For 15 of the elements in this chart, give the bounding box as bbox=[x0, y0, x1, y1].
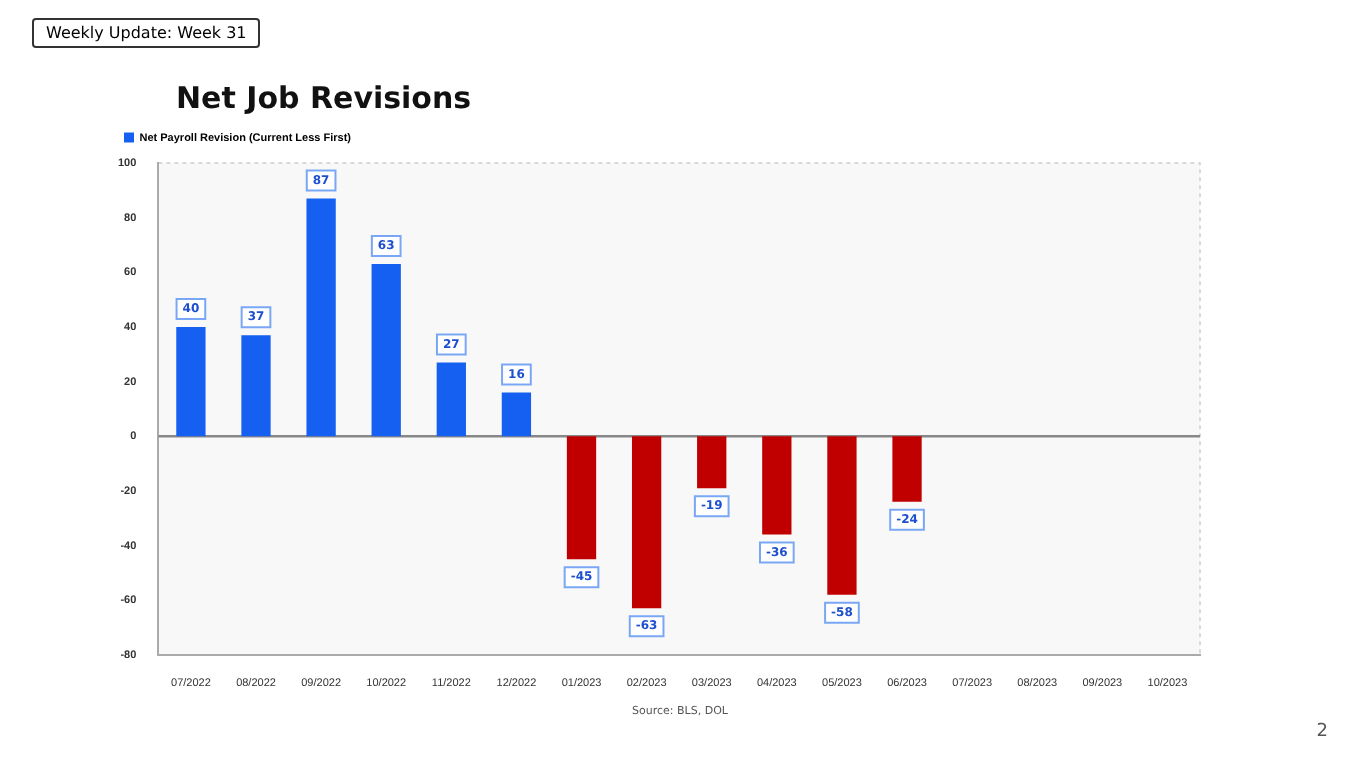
bar bbox=[176, 326, 206, 437]
bar bbox=[827, 436, 857, 595]
bar bbox=[371, 264, 401, 437]
text: Weekly Update: Week 31 bbox=[32, 18, 261, 48]
bar bbox=[892, 436, 922, 502]
bar bbox=[762, 436, 792, 535]
bar bbox=[306, 198, 336, 437]
text: 2 bbox=[1316, 722, 1328, 742]
bar bbox=[697, 436, 727, 489]
bar bbox=[241, 335, 271, 437]
chart-title: Net Job Revisions bbox=[176, 80, 472, 116]
bar bbox=[436, 362, 466, 437]
bar bbox=[566, 436, 597, 560]
bar bbox=[631, 436, 662, 609]
bar bbox=[501, 392, 532, 437]
